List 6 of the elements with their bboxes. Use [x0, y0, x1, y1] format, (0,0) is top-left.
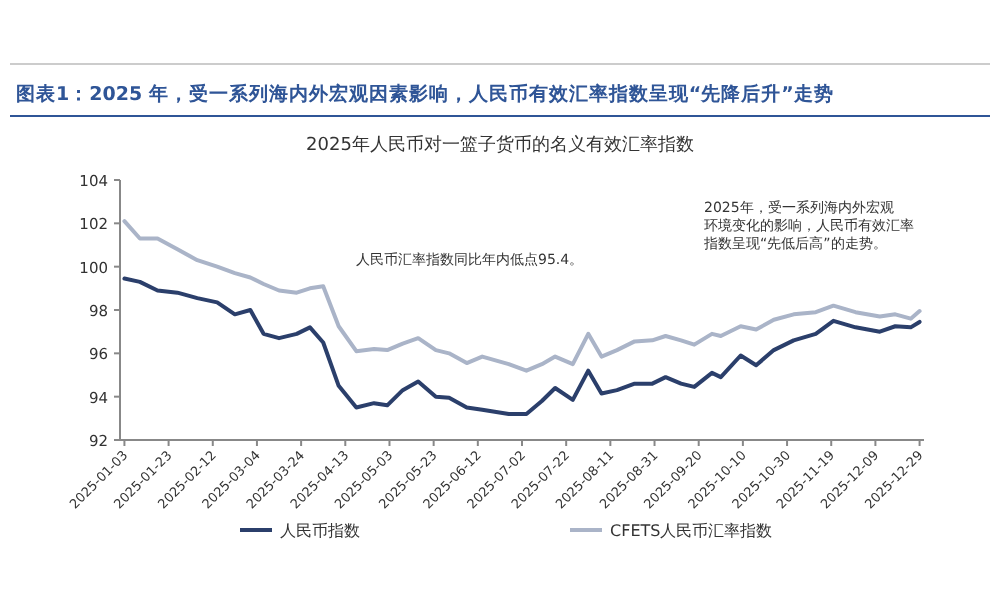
legend-label: CFETS人民币汇率指数	[610, 522, 773, 540]
line-series	[122, 219, 922, 373]
chart-title: 图表1：2025 年，受一系列海内外宏观因素影响，人民币有效汇率指数呈现“先降后升”走势	[16, 82, 834, 106]
legend-label: 人民币指数	[280, 522, 360, 540]
chart-subtitle: 2025年人民币对一篮子货币的名义有效汇率指数	[306, 134, 694, 156]
line-series	[122, 276, 922, 416]
